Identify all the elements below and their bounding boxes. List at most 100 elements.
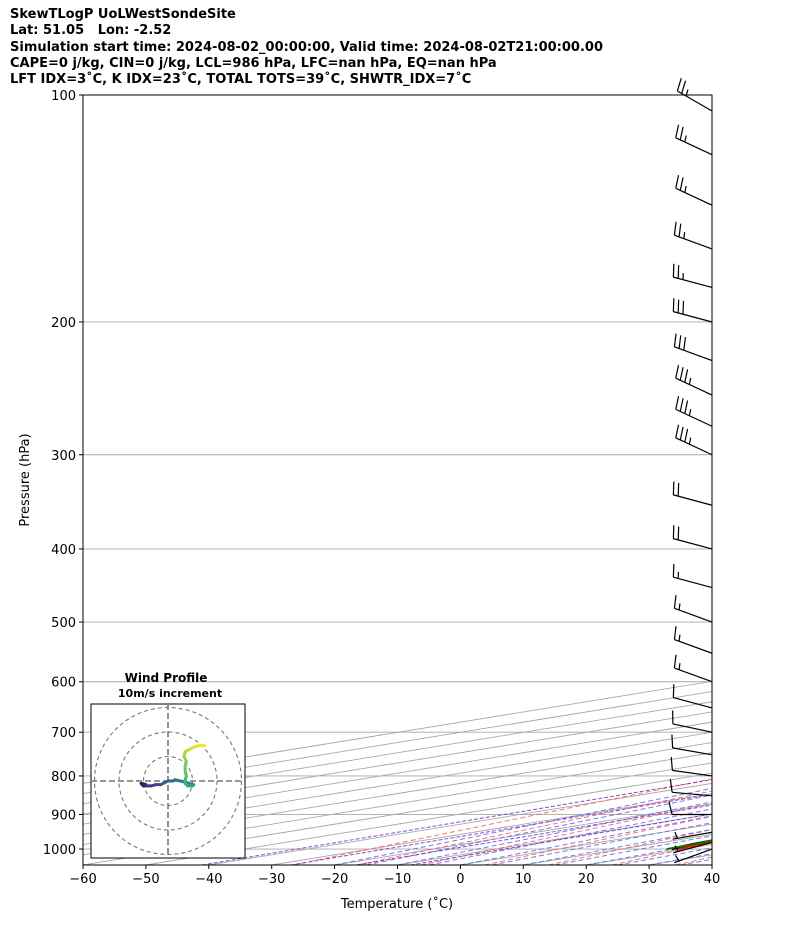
barb-full xyxy=(679,177,684,191)
x-tick-label: 40 xyxy=(704,872,721,887)
moist-adiabat xyxy=(460,815,712,865)
barb-full xyxy=(675,424,680,438)
wind-barb xyxy=(668,801,712,816)
moist-adiabat xyxy=(397,801,712,865)
wind-barb xyxy=(675,124,713,156)
isotherm xyxy=(271,793,712,865)
dry-adiabat xyxy=(675,856,712,865)
wind-barb xyxy=(673,654,713,683)
barb-staff xyxy=(673,494,713,506)
x-axis-label: Temperature (˚C) xyxy=(340,896,453,912)
isotherm xyxy=(208,782,712,865)
barb-staff xyxy=(673,576,713,589)
wind-barb xyxy=(675,175,713,206)
barb-staff xyxy=(675,437,713,456)
location-line: Lat: 51.05 Lon: -2.52 xyxy=(10,23,172,39)
moist-adiabat xyxy=(365,794,712,865)
barb-full xyxy=(671,734,674,748)
axes-layer: −60 −50 −40 −30 −20 −10 0 10 20 30 40 1000 900 800 700… xyxy=(43,89,720,887)
wind-barb xyxy=(672,684,713,709)
isotherm xyxy=(334,803,712,865)
barb-staff xyxy=(674,848,713,864)
wind-barb xyxy=(676,78,713,112)
barb-staff xyxy=(673,538,713,550)
wind-barb xyxy=(675,364,713,396)
y-tick-label: 900 xyxy=(51,809,76,824)
isotherm xyxy=(586,844,712,865)
barb-staff xyxy=(673,697,713,709)
barb-staff xyxy=(672,747,713,756)
y-tick-label: 200 xyxy=(51,316,76,331)
moist-adiabat xyxy=(711,864,712,865)
mixing-ratio-line xyxy=(201,779,712,865)
y-tick-label: 600 xyxy=(51,676,76,691)
wind-barb xyxy=(674,848,713,864)
barb-full xyxy=(670,757,673,771)
moist-adiabat xyxy=(428,808,712,865)
barb-full xyxy=(684,400,689,414)
isotherm xyxy=(711,864,712,865)
barb-staff xyxy=(672,831,713,840)
barb-full xyxy=(673,221,677,236)
barb-half xyxy=(678,634,681,642)
barb-staff xyxy=(673,841,713,854)
barb-staff xyxy=(672,723,713,733)
mixing-ratio-line xyxy=(410,813,712,865)
barb-staff xyxy=(675,137,713,156)
series-layer xyxy=(666,839,712,851)
barb-full xyxy=(675,124,680,138)
moist-adiabat xyxy=(491,822,712,865)
y-tick-label: 400 xyxy=(51,543,76,558)
x-tick-label: 20 xyxy=(578,872,595,887)
barb-staff xyxy=(675,377,713,396)
y-tick-label: 1000 xyxy=(43,843,76,858)
barb-full xyxy=(679,426,684,441)
barb-full xyxy=(678,223,682,238)
hodograph-subtitle: 10m/s increment xyxy=(118,687,222,700)
wind-barb xyxy=(672,831,713,840)
wind-barb xyxy=(672,263,713,289)
mixing-ratio-line xyxy=(356,804,712,865)
barb-full xyxy=(673,626,677,640)
y-tick-label: 100 xyxy=(51,89,76,104)
x-tick-label: −40 xyxy=(195,872,222,887)
isotherm xyxy=(83,680,712,784)
x-tick-label: −60 xyxy=(69,872,96,887)
barb-full xyxy=(684,369,689,383)
y-tick-label: 300 xyxy=(51,449,76,464)
moist-adiabat xyxy=(617,847,712,865)
wind-barb xyxy=(672,710,713,733)
dry-adiabat xyxy=(293,778,712,865)
barb-half xyxy=(674,845,679,852)
barb-half xyxy=(678,663,681,670)
barb-full xyxy=(673,333,677,347)
isotherm xyxy=(83,721,712,825)
moist-adiabat xyxy=(523,828,712,865)
wind-barb xyxy=(672,298,713,323)
dry-adiabat xyxy=(356,790,712,865)
barb-staff xyxy=(675,408,713,427)
wind-barb xyxy=(670,757,713,777)
chart-title: SkewTLogP UoLWestSondeSite xyxy=(10,7,236,22)
wind-barb xyxy=(673,221,713,250)
barb-staff xyxy=(674,607,713,623)
wind-barb xyxy=(673,595,713,623)
barb-half xyxy=(678,603,681,611)
hodograph-title: Wind Profile xyxy=(125,671,208,685)
barb-staff xyxy=(672,769,713,777)
isotherm xyxy=(397,813,712,865)
barb-half xyxy=(684,135,687,143)
isotherm xyxy=(460,823,712,865)
y-tick-label: 800 xyxy=(51,770,76,785)
dry-adiabat xyxy=(420,802,712,865)
barb-half xyxy=(683,231,686,239)
barb-full xyxy=(681,80,687,94)
x-tick-label: −10 xyxy=(384,872,411,887)
barb-staff xyxy=(674,667,713,683)
x-tick-label: −50 xyxy=(132,872,159,887)
barb-full xyxy=(673,654,677,669)
wind-barb xyxy=(673,626,713,654)
cape-line: CAPE=0 j/kg, CIN=0 j/kg, LCL=986 hPa, LF… xyxy=(10,55,497,71)
x-tick-label: −20 xyxy=(321,872,348,887)
